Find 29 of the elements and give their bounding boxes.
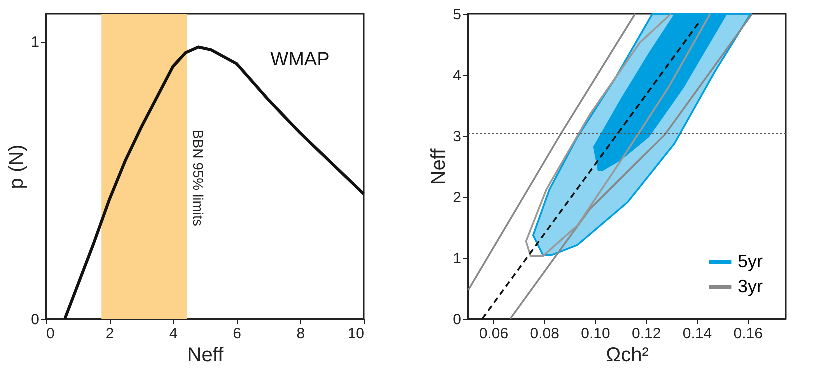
y-axis-title: p (N)	[6, 144, 28, 190]
y-tick-label: 2	[453, 190, 462, 206]
x-axis-title: Neff	[187, 344, 224, 366]
y-tick-label: 5	[453, 6, 462, 24]
y-tick-label: 1	[453, 250, 462, 268]
x-tick-label: 0.06	[479, 326, 509, 342]
x-tick-label: 0.16	[734, 326, 763, 342]
x-tick-label: 0.08	[530, 326, 560, 342]
x-tick-label: 2	[106, 326, 114, 342]
legend-label: 3yr	[738, 276, 764, 296]
y-axis-title: Neff	[428, 148, 450, 186]
y-tick-label: 0	[453, 312, 462, 328]
line-series	[64, 46, 366, 320]
x-tick-label: 10	[348, 326, 364, 342]
y-tick-label: 3	[453, 128, 462, 146]
x-tick-label: 8	[296, 326, 306, 342]
x-tick-label: 0	[46, 326, 55, 342]
x-tick-label: 0.10	[581, 326, 610, 342]
x-tick-label: 0.12	[632, 326, 662, 342]
y-tick-label: 4	[453, 68, 462, 84]
x-tick-label: 0.14	[682, 326, 712, 342]
x-tick-label: 4	[170, 326, 178, 342]
x-tick-label: 6	[233, 326, 242, 342]
legend-label: 5yr	[738, 252, 764, 272]
band-label: BBN 95% limits	[190, 130, 207, 226]
x-axis-title: Ωch²	[606, 344, 650, 366]
line-series	[525, 13, 712, 258]
y-tick-label: 1	[31, 34, 40, 52]
series-label: WMAP	[270, 49, 330, 70]
